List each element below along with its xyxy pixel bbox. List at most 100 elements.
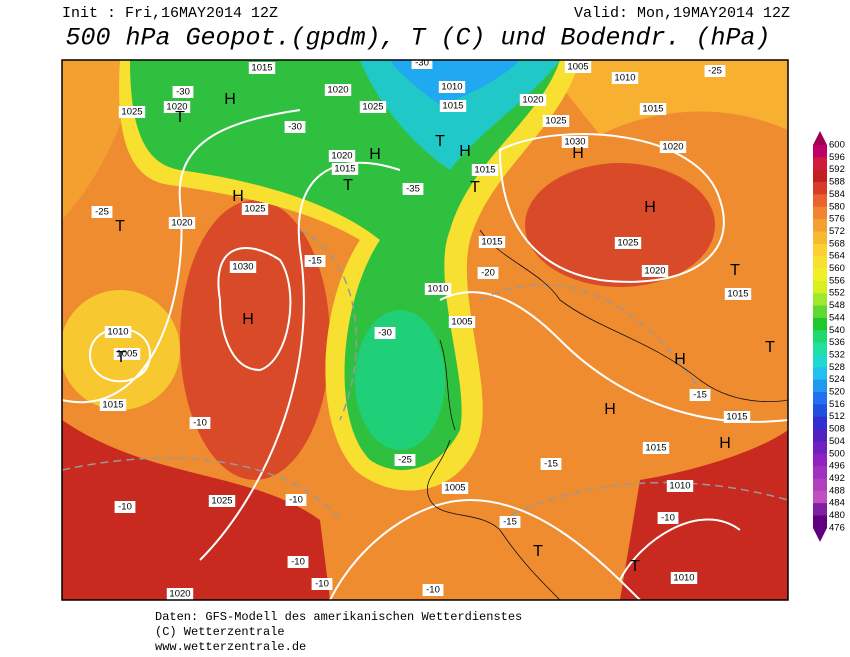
contour-label: 1025 bbox=[121, 107, 142, 118]
contour-label: -15 bbox=[308, 256, 322, 267]
colorbar-label: 476 bbox=[829, 522, 845, 533]
colorbar-label: 544 bbox=[829, 312, 845, 323]
contour-label: -30 bbox=[378, 328, 392, 339]
contour-label: 1020 bbox=[662, 142, 683, 153]
contour-label: 1005 bbox=[451, 317, 472, 328]
colorbar-label: 572 bbox=[829, 226, 845, 237]
pressure-center-label: H bbox=[242, 311, 254, 328]
contour-label-box bbox=[561, 136, 589, 148]
contour-label-box bbox=[284, 121, 306, 133]
contour-label-box bbox=[328, 150, 356, 162]
contour-label: 1005 bbox=[116, 349, 137, 360]
colorbar-cell bbox=[813, 194, 827, 208]
colorbar-label: 596 bbox=[829, 152, 845, 163]
contour-label: 1005 bbox=[444, 483, 465, 494]
contour-label-box bbox=[642, 442, 670, 454]
pressure-center-label: H bbox=[572, 145, 584, 162]
contour-label-box bbox=[666, 480, 694, 492]
pressure-center-label: T bbox=[435, 133, 445, 150]
contour-label-box bbox=[208, 495, 236, 507]
valid-time: Valid: Mon,19MAY2014 12Z bbox=[574, 5, 790, 22]
map-frame bbox=[61, 59, 789, 601]
contour-label-box bbox=[519, 94, 547, 106]
colorbar-cell bbox=[813, 429, 827, 442]
contour-label: -30 bbox=[415, 58, 429, 69]
pressure-center-label: T bbox=[116, 349, 126, 366]
colorbar-cell bbox=[813, 231, 827, 245]
colorbar-cell bbox=[813, 317, 827, 331]
colorbar-label: 524 bbox=[829, 374, 845, 385]
contour-label-box bbox=[724, 288, 752, 300]
contour-label-box bbox=[311, 578, 333, 590]
contour-label: -25 bbox=[708, 66, 722, 77]
colorbar-label: 480 bbox=[829, 510, 845, 521]
contour-label: 1025 bbox=[545, 116, 566, 127]
contour-label-box bbox=[614, 237, 642, 249]
colorbar-cell bbox=[813, 354, 827, 368]
contour-label-box bbox=[285, 494, 307, 506]
contour-label-box bbox=[441, 482, 469, 494]
colorbar-cell bbox=[813, 280, 827, 294]
colorbar-label: 532 bbox=[829, 349, 845, 360]
contour-label: -10 bbox=[193, 418, 207, 429]
contour-label: -15 bbox=[693, 390, 707, 401]
colorbar-label: 552 bbox=[829, 288, 845, 299]
footer-line: (C) Wetterzentrale bbox=[155, 625, 285, 639]
init-time: Init : Fri,16MAY2014 12Z bbox=[62, 5, 278, 22]
pressure-center-label: H bbox=[224, 91, 236, 108]
pressure-center-label: T bbox=[343, 177, 353, 194]
contour-label-box bbox=[704, 65, 726, 77]
contour-label-box bbox=[439, 100, 467, 112]
colorbar-cell bbox=[813, 157, 827, 171]
colorbar-cell bbox=[813, 416, 827, 430]
contour-label: 1025 bbox=[211, 496, 232, 507]
contour-label: 1015 bbox=[642, 104, 663, 115]
colorbar-label: 492 bbox=[829, 473, 845, 484]
colorbar-cell bbox=[813, 478, 827, 492]
contour-label-box bbox=[324, 84, 352, 96]
colorbar-cell bbox=[813, 466, 827, 479]
contour-label-box bbox=[99, 399, 127, 411]
colorbar-label: 500 bbox=[829, 448, 845, 459]
colorbar-label: 512 bbox=[829, 411, 845, 422]
contour-label-box bbox=[448, 316, 476, 328]
contour-label: 1015 bbox=[442, 101, 463, 112]
contour-label-box bbox=[564, 61, 592, 73]
contour-label: -10 bbox=[289, 495, 303, 506]
colorbar-cell bbox=[813, 219, 827, 232]
contour-label: 1015 bbox=[727, 289, 748, 300]
colorbar-label: 568 bbox=[829, 238, 845, 249]
map-title: 500 hPa Geopot.(gpdm), T (C) und Bodendr… bbox=[65, 24, 770, 53]
pressure-center-label: T bbox=[533, 543, 543, 560]
contour-label-box bbox=[689, 389, 711, 401]
contour-label: -15 bbox=[544, 459, 558, 470]
colorbar-cell bbox=[813, 503, 827, 516]
colorbar-label: 484 bbox=[829, 498, 845, 509]
contour-label-box bbox=[438, 81, 466, 93]
colorbar-label: 496 bbox=[829, 461, 845, 472]
contour-label-box bbox=[411, 60, 433, 69]
colorbar-label: 548 bbox=[829, 300, 845, 311]
contour-label-box bbox=[394, 454, 416, 466]
contour-label-box bbox=[241, 203, 269, 215]
colorbar-cell bbox=[813, 367, 827, 381]
colorbar-arrow bbox=[813, 527, 827, 542]
contour-label: 1025 bbox=[244, 204, 265, 215]
contour-label-box bbox=[189, 417, 211, 429]
colorbar-label: 540 bbox=[829, 325, 845, 336]
contour-label: -15 bbox=[503, 517, 517, 528]
contour-label-box bbox=[172, 86, 194, 98]
colorbar-arrow bbox=[813, 131, 827, 145]
contour-label-box bbox=[359, 101, 387, 113]
colorbar-label: 536 bbox=[829, 337, 845, 348]
contour-label-box bbox=[163, 101, 191, 113]
footer-line: www.wetterzentrale.de bbox=[155, 640, 306, 654]
colorbar-cell bbox=[813, 305, 827, 319]
contour-label: 1015 bbox=[474, 165, 495, 176]
contour-label-box bbox=[248, 62, 276, 74]
colorbar-label: 504 bbox=[829, 436, 845, 447]
pressure-center-label: T bbox=[175, 109, 185, 126]
colorbar-label: 580 bbox=[829, 201, 845, 212]
contour-label: 1015 bbox=[726, 412, 747, 423]
contour-label-box bbox=[723, 411, 751, 423]
